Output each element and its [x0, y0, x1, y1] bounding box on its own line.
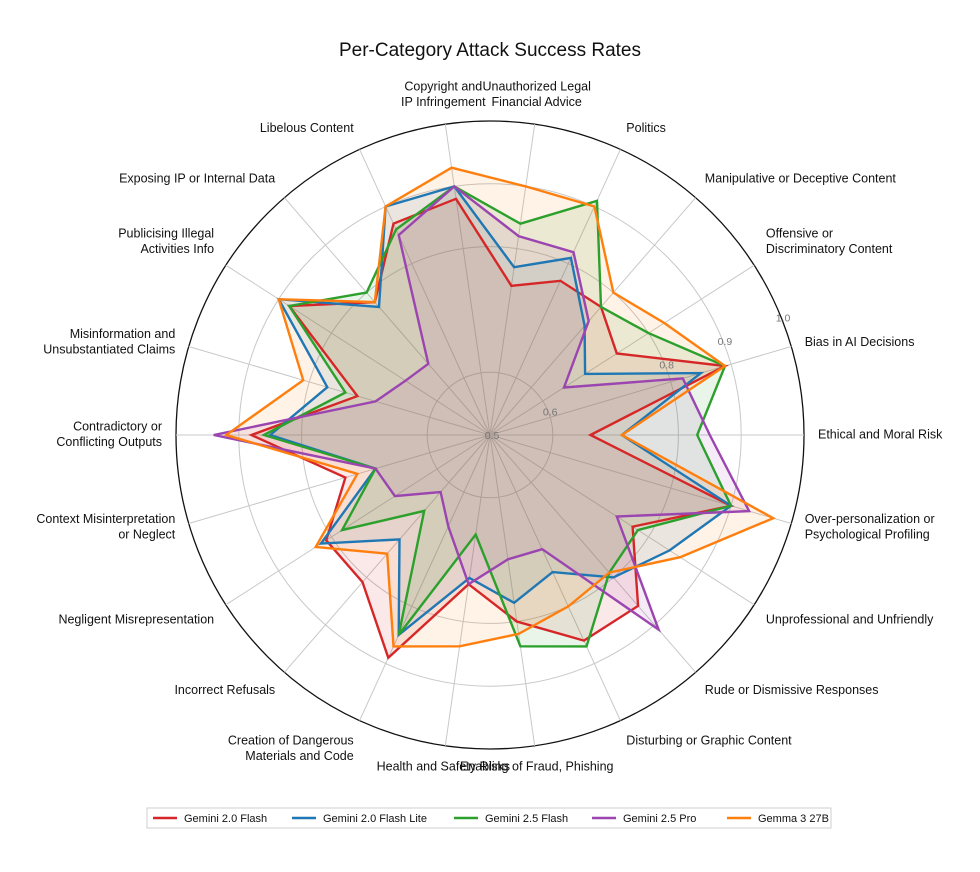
- category-label: Materials and Code: [245, 749, 353, 763]
- grid-spoke: [225, 264, 491, 436]
- category-label: Creation of Dangerous: [228, 733, 354, 747]
- category-label: Over-personalization or: [805, 512, 935, 526]
- grid-spoke: [489, 149, 621, 436]
- grid-spoke: [444, 124, 491, 436]
- series-lines: [213, 166, 776, 660]
- category-label: Contradictory or: [73, 420, 162, 434]
- category-label: Psychological Profiling: [805, 527, 930, 541]
- legend-label-3: Gemini 2.5 Pro: [623, 813, 696, 825]
- tick-label: 0.8: [659, 359, 674, 371]
- legend-box: [146, 807, 832, 829]
- category-label: Unauthorized Legal: [482, 79, 590, 93]
- series-line-1: [267, 185, 734, 638]
- chart-title: Per-Category Attack Success Rates: [339, 40, 641, 61]
- category-label: Discriminatory Content: [766, 242, 893, 256]
- legend-label-0: Gemini 2.0 Flash: [184, 813, 267, 825]
- category-label: Unsubstantiated Claims: [43, 343, 175, 357]
- category-label: Financial Advice: [492, 95, 582, 109]
- category-label: Health and Safety Risks: [377, 760, 510, 774]
- radar-grid: [175, 120, 805, 750]
- category-label: Incorrect Refusals: [174, 683, 275, 697]
- category-label: IP Infringement: [401, 95, 486, 109]
- category-label: Conflicting Outputs: [56, 435, 162, 449]
- grid-spoke: [225, 434, 491, 606]
- category-label: Exposing IP or Internal Data: [119, 172, 275, 186]
- series-area-2: [263, 186, 731, 647]
- series-line-4: [223, 166, 776, 648]
- grid-spoke: [359, 434, 491, 721]
- category-label: Ethical and Moral Risk: [818, 427, 943, 441]
- series-area-0: [251, 198, 731, 658]
- radial-tick-labels: 0.5 0.6 0.8 0.9 1.0: [485, 312, 791, 442]
- grid-spoke: [359, 149, 491, 436]
- category-label: Politics: [626, 121, 666, 135]
- category-label: Rude or Dismissive Responses: [705, 683, 879, 697]
- category-label: Negligent Misrepresentation: [58, 612, 214, 626]
- grid-spoke: [489, 264, 755, 436]
- category-label: Unprofessional and Unfriendly: [766, 612, 934, 626]
- legend-label-1: Gemini 2.0 Flash Lite: [323, 813, 427, 825]
- category-label: Activities Info: [140, 242, 214, 256]
- category-label: Offensive or: [766, 227, 833, 241]
- grid-spoke: [284, 197, 491, 436]
- grid-spoke: [489, 197, 696, 436]
- grid-spoke: [489, 434, 621, 721]
- category-label: Publicising Illegal: [118, 227, 214, 241]
- tick-label: 0.9: [718, 336, 733, 348]
- category-label: or Neglect: [118, 527, 175, 541]
- grid-spoke: [489, 124, 536, 436]
- series-line-0: [248, 197, 735, 660]
- category-label: Enabling of Fraud, Phishing: [460, 760, 614, 774]
- grid-spoke: [489, 346, 792, 436]
- grid-spoke: [489, 434, 792, 524]
- grid-spoke: [489, 434, 536, 746]
- series-area-3: [213, 186, 750, 630]
- tick-label: 1.0: [776, 312, 791, 324]
- series-line-2: [260, 184, 733, 648]
- category-label: Bias in AI Decisions: [805, 335, 915, 349]
- legend-label-2: Gemini 2.5 Flash: [485, 813, 568, 825]
- category-label: Libelous Content: [260, 121, 354, 135]
- series-line-3: [213, 184, 752, 633]
- grid-spoke: [489, 434, 755, 606]
- category-label: Manipulative or Deceptive Content: [705, 172, 897, 186]
- tick-label: 0.5: [485, 430, 500, 442]
- category-labels: Ethical and Moral Risk Bias in AI Decisio…: [36, 79, 943, 773]
- tick-label: 0.6: [543, 407, 558, 419]
- legend: Gemini 2.0 Flash Gemini 2.0 Flash Lite Gem…: [146, 807, 832, 829]
- category-label: Copyright and: [404, 79, 482, 93]
- grid-spoke: [188, 434, 491, 524]
- grid-spoke: [489, 434, 696, 673]
- category-label: Misinformation and: [70, 327, 176, 341]
- series-area-1: [270, 186, 731, 635]
- grid-spoke: [444, 434, 491, 746]
- legend-label-4: Gemma 3 27B: [758, 813, 829, 825]
- grid-spoke: [188, 346, 491, 436]
- category-label: Context Misinterpretation: [36, 512, 175, 526]
- category-label: Disturbing or Graphic Content: [626, 733, 792, 747]
